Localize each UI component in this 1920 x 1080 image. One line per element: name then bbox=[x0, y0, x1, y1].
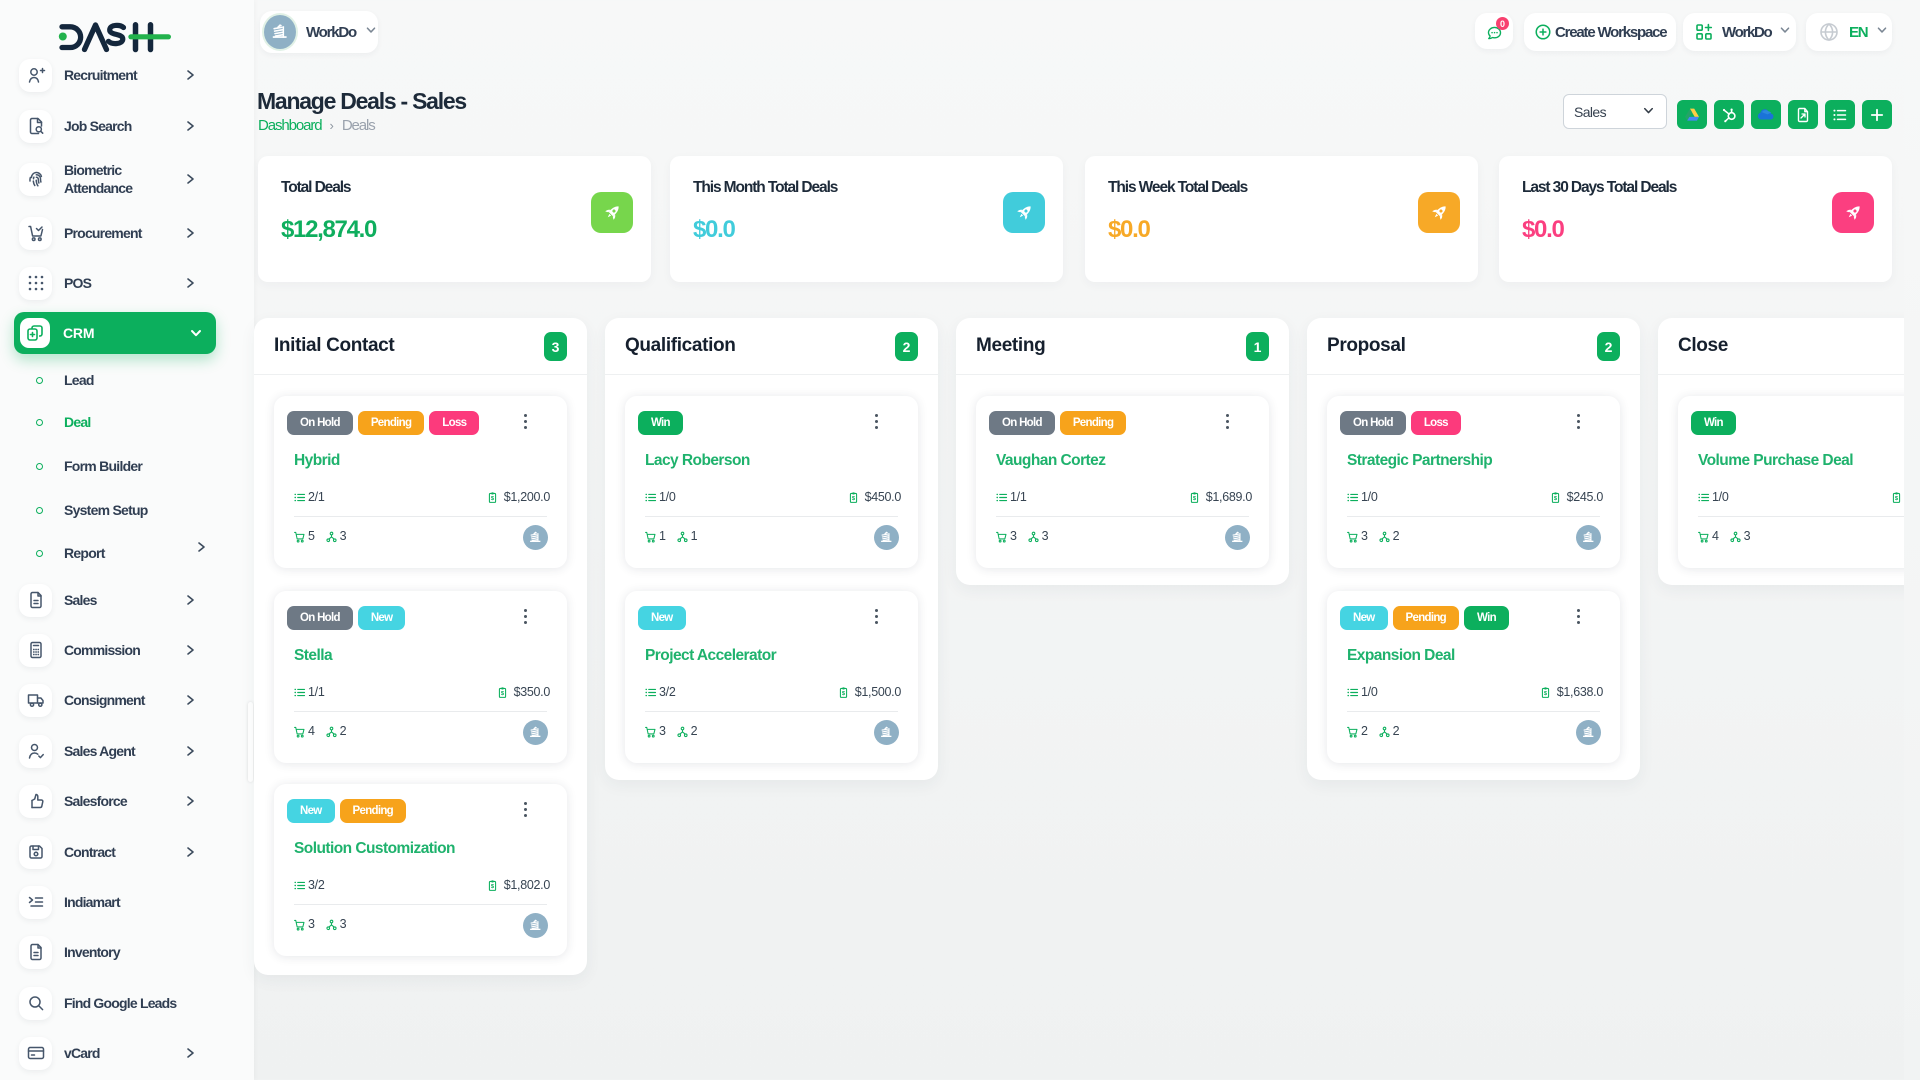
svg-text:$: $ bbox=[842, 691, 846, 697]
svg-text:$: $ bbox=[1895, 496, 1899, 502]
svg-text:$: $ bbox=[491, 884, 495, 890]
svg-text:$: $ bbox=[500, 691, 504, 697]
svg-text:$: $ bbox=[491, 496, 495, 502]
svg-text:$: $ bbox=[851, 496, 855, 502]
svg-text:$: $ bbox=[1193, 496, 1197, 502]
svg-text:$: $ bbox=[1553, 496, 1557, 502]
svg-text:$: $ bbox=[1544, 691, 1548, 697]
